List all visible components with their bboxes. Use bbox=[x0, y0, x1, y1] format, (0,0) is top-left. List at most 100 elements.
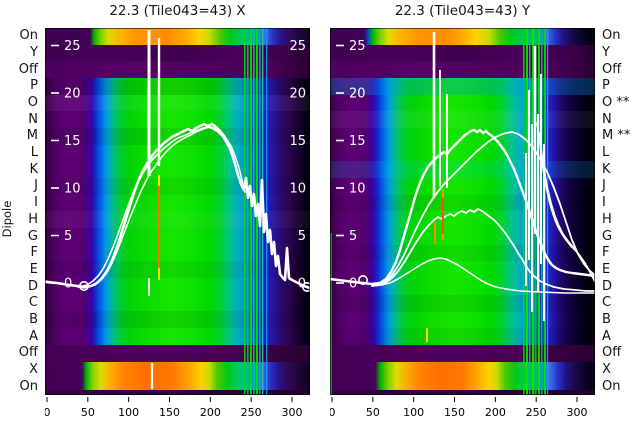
row-label: Off bbox=[18, 61, 38, 77]
row-label: O ** bbox=[602, 95, 630, 111]
x-tick-label: 100 bbox=[403, 406, 424, 419]
overlay-curve bbox=[45, 126, 246, 289]
row-label: C bbox=[602, 295, 612, 311]
x-tick-label: 0 bbox=[330, 406, 336, 419]
x-tick-label: 50 bbox=[81, 406, 95, 419]
row-label: K bbox=[602, 161, 611, 177]
x-tick-label: 200 bbox=[485, 406, 506, 419]
vertical-stripe bbox=[532, 28, 535, 395]
row-shade bbox=[330, 111, 595, 128]
row-label: G bbox=[27, 228, 38, 244]
row-label: J bbox=[602, 178, 606, 194]
row-shade bbox=[45, 128, 310, 145]
y-tick-label: 20 bbox=[64, 87, 81, 102]
row-label: On bbox=[19, 28, 38, 44]
y-tick-label: 20 bbox=[289, 87, 306, 102]
row-label: C bbox=[28, 295, 38, 311]
row-label: On bbox=[19, 378, 38, 394]
row-shade bbox=[330, 295, 595, 312]
vertical-stripe bbox=[523, 28, 525, 395]
panel-border bbox=[45, 28, 310, 395]
overlay-curve bbox=[45, 122, 310, 290]
heatmap-band bbox=[45, 362, 310, 390]
heatmap-band bbox=[45, 61, 310, 78]
panel-border bbox=[330, 28, 595, 395]
y-tick-label: 10 bbox=[289, 182, 306, 197]
x-tick-label: 50 bbox=[366, 406, 380, 419]
row-label: Off bbox=[602, 61, 622, 77]
row-label: X bbox=[602, 361, 611, 377]
y-tick-label: 25 bbox=[64, 39, 81, 54]
row-label: M ** bbox=[602, 128, 631, 144]
row-label: Y bbox=[602, 45, 610, 61]
y-tick-label: 15 bbox=[349, 134, 366, 149]
x-tick-label: 300 bbox=[282, 406, 303, 419]
x-tick-label: 150 bbox=[444, 406, 465, 419]
y-tick-label: 5 bbox=[298, 229, 306, 244]
heatmap-band bbox=[45, 345, 310, 362]
y-tick-label: 0 bbox=[64, 277, 72, 292]
row-label: A bbox=[29, 328, 38, 344]
row-label: On bbox=[602, 28, 621, 44]
row-label: H bbox=[602, 211, 612, 227]
row-label: M bbox=[26, 128, 38, 144]
panel-title-left: 22.3 (Tile043=43) X bbox=[109, 3, 246, 19]
row-label: X bbox=[29, 361, 38, 377]
row-label: D bbox=[27, 278, 38, 294]
x-tick-label: 250 bbox=[241, 406, 262, 419]
vertical-stripe bbox=[250, 28, 252, 395]
y-tick-label: 5 bbox=[64, 229, 72, 244]
y-tick-label: 25 bbox=[349, 39, 366, 54]
y-tick-label: 10 bbox=[349, 182, 366, 197]
row-shade bbox=[45, 78, 310, 95]
row-shade bbox=[330, 78, 595, 95]
row-label: H bbox=[28, 211, 38, 227]
row-label: Y bbox=[30, 45, 38, 61]
y-tick-label: 25 bbox=[289, 39, 306, 54]
x-tick-label: 150 bbox=[159, 406, 180, 419]
overlay-curve bbox=[371, 131, 595, 286]
y-tick-label: 15 bbox=[289, 134, 306, 149]
y-tick-label: 0 bbox=[349, 277, 357, 292]
y-tick-label: 20 bbox=[349, 87, 366, 102]
heatmap-band bbox=[45, 390, 310, 395]
row-label: P bbox=[30, 78, 38, 94]
row-shade bbox=[330, 328, 595, 345]
row-shade bbox=[45, 261, 310, 278]
row-label: D bbox=[602, 278, 613, 294]
vertical-stripe bbox=[247, 28, 249, 395]
heatmap-band bbox=[45, 28, 310, 45]
row-label: E bbox=[29, 261, 38, 277]
row-label: P bbox=[602, 78, 610, 94]
row-label: A bbox=[602, 328, 611, 344]
overlay-curve bbox=[538, 132, 595, 281]
data-marker bbox=[302, 282, 310, 292]
row-label: K bbox=[29, 161, 38, 177]
vertical-stripe bbox=[330, 233, 332, 395]
heatmap-band bbox=[330, 61, 595, 78]
heatmap-band bbox=[330, 28, 595, 45]
heatmap-band bbox=[330, 45, 595, 61]
x-tick-label: 300 bbox=[567, 406, 588, 419]
row-label: On bbox=[602, 378, 621, 394]
x-tick-label: 250 bbox=[526, 406, 547, 419]
vertical-stripe bbox=[244, 28, 246, 395]
row-shade bbox=[45, 178, 310, 195]
overlay-curve bbox=[371, 257, 595, 294]
row-label: B bbox=[602, 311, 611, 327]
heatmap-band bbox=[330, 345, 595, 362]
data-marker bbox=[78, 281, 89, 292]
y-tick-label: 10 bbox=[64, 182, 81, 197]
x-tick-label: 200 bbox=[200, 406, 221, 419]
overlay-curve bbox=[77, 126, 229, 288]
overlay-curve bbox=[371, 208, 595, 292]
vertical-stripe bbox=[266, 28, 268, 395]
vertical-stripe bbox=[547, 28, 549, 395]
data-marker bbox=[357, 275, 368, 286]
row-label: N bbox=[602, 111, 612, 127]
row-label: O bbox=[27, 95, 38, 111]
row-label: Off bbox=[18, 345, 38, 361]
